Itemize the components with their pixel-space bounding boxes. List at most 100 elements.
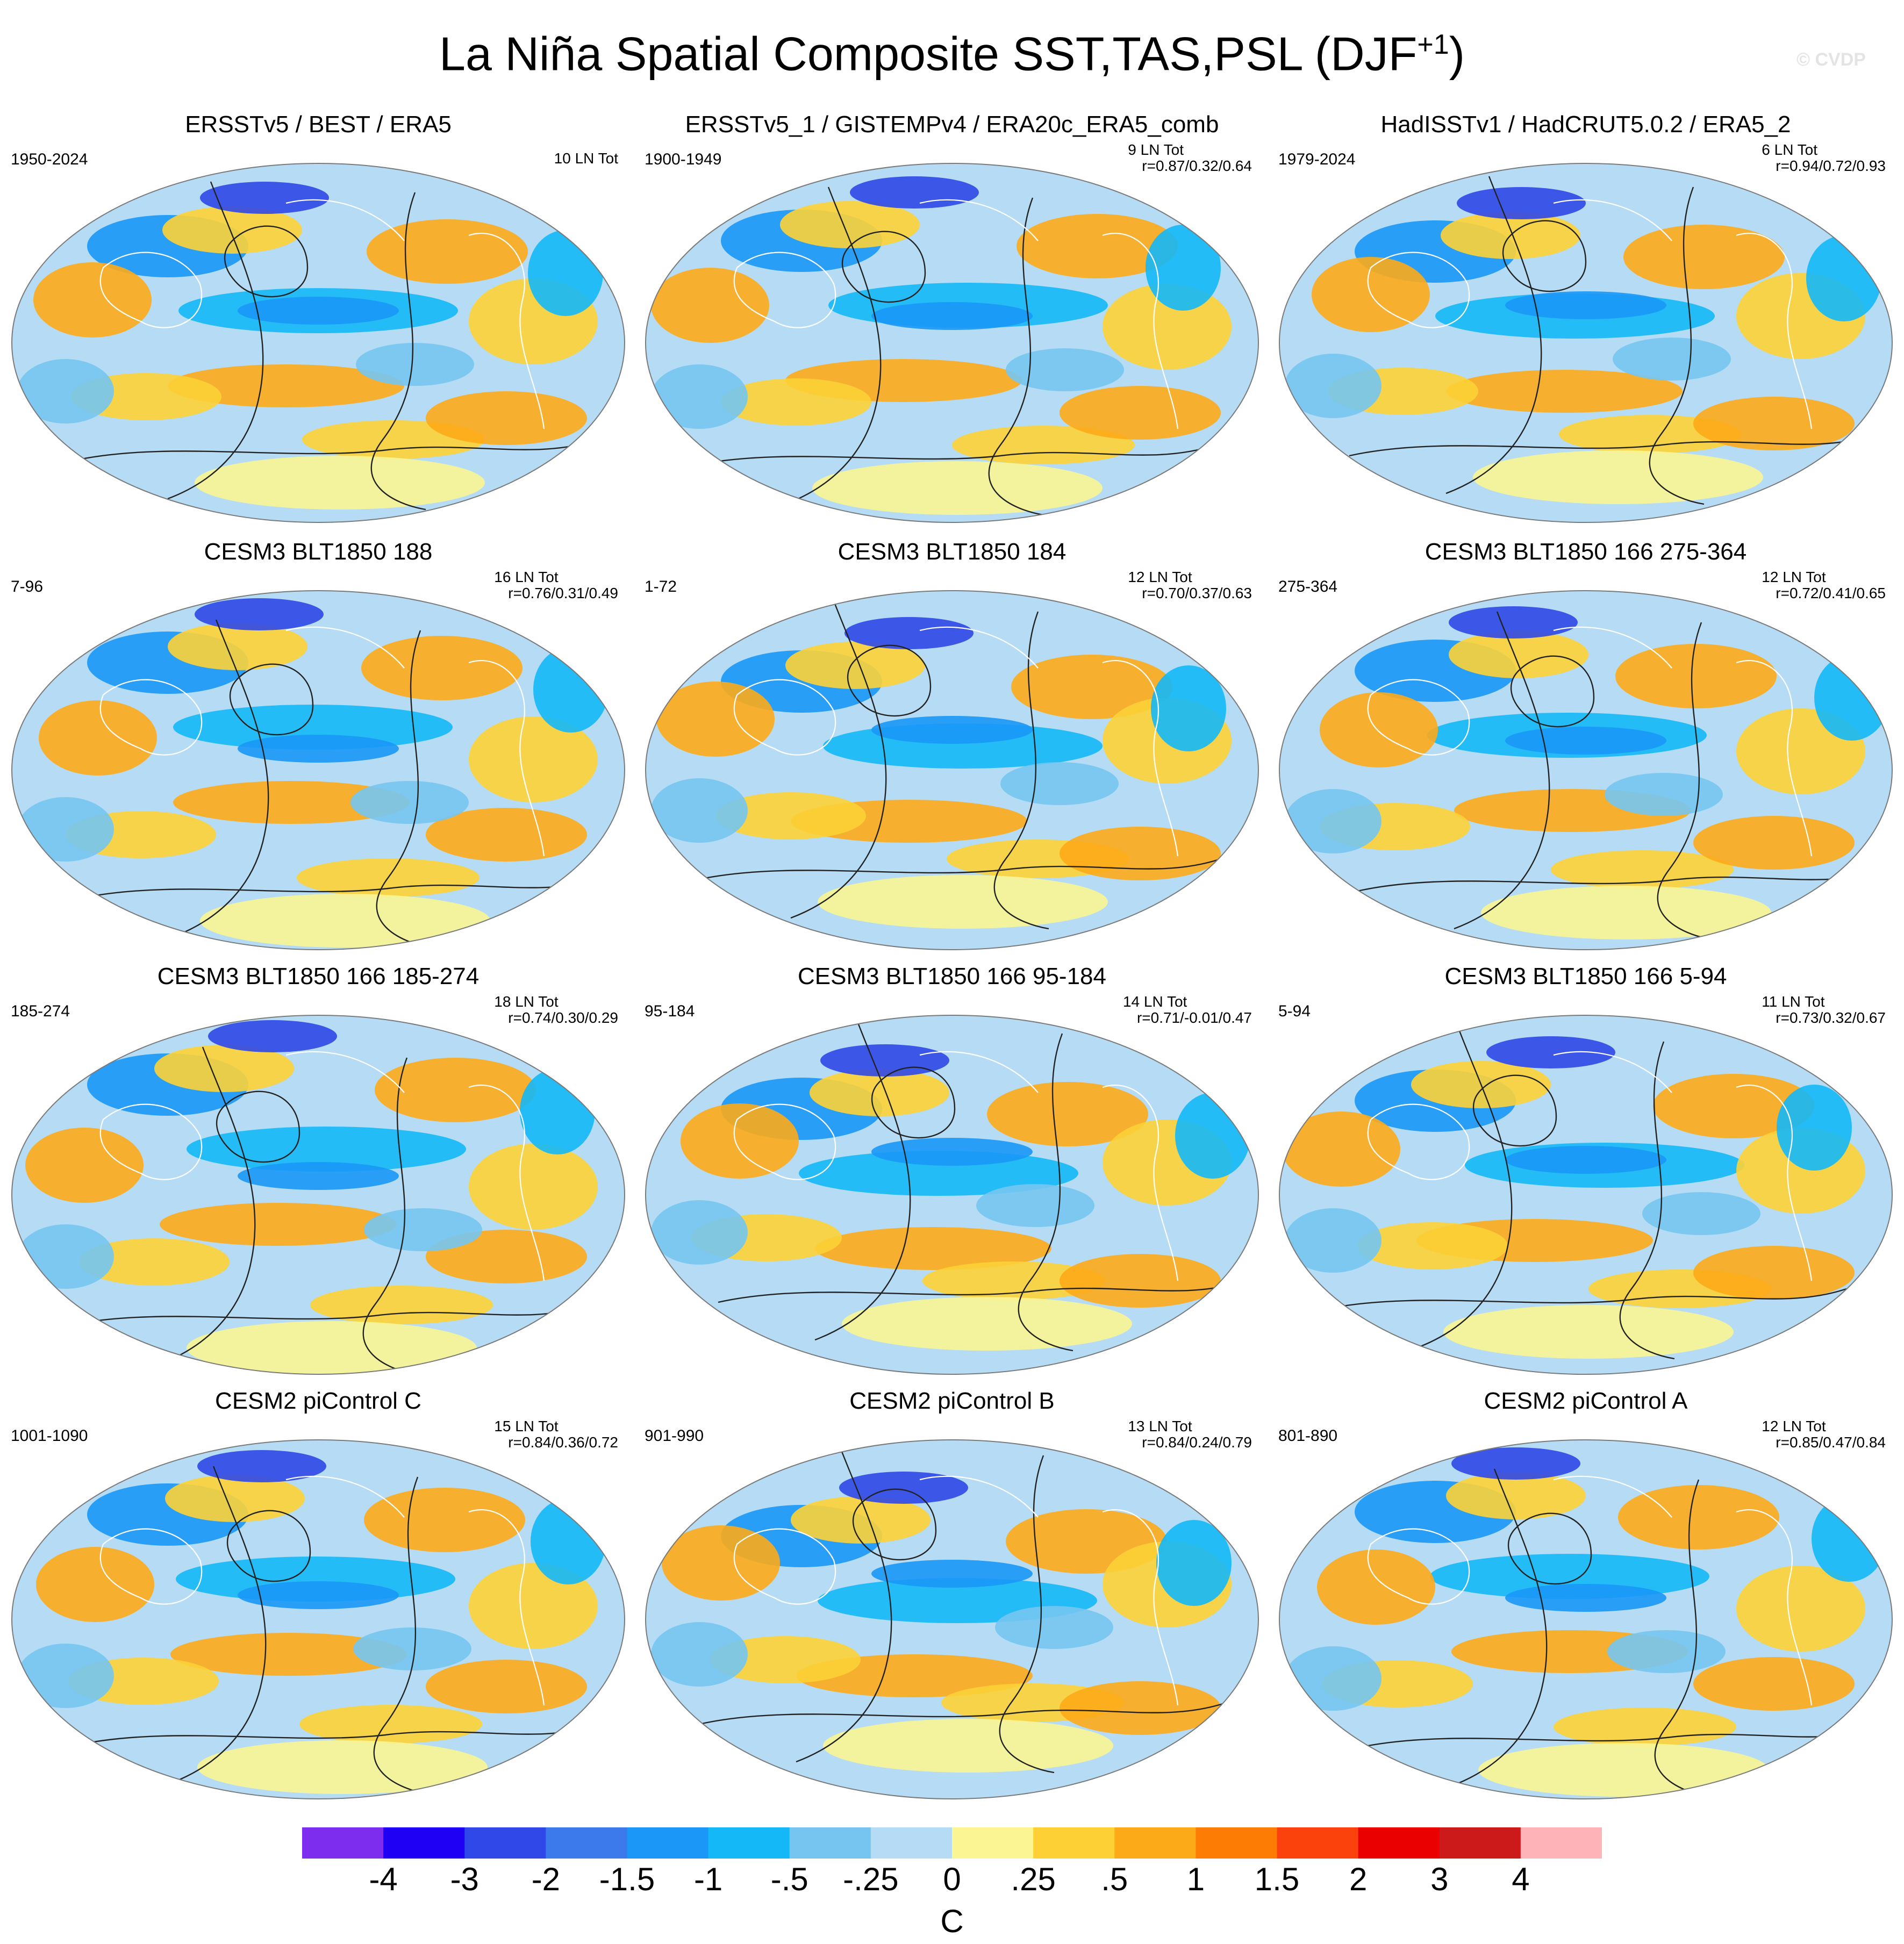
colorbar-tick-label: -.25 <box>843 1861 899 1897</box>
anomaly-shading <box>1607 1630 1726 1673</box>
anomaly-shading <box>25 1128 144 1203</box>
anomaly-shading <box>187 1321 477 1374</box>
ln-count: 15 LN Tot <box>494 1418 559 1434</box>
anomaly-shading <box>1320 692 1438 767</box>
anomaly-shading <box>168 364 404 407</box>
coastline <box>1736 1509 1813 1706</box>
anomaly-shading <box>426 391 587 445</box>
anomaly-shading <box>1623 225 1785 289</box>
psl-contour <box>688 444 1216 468</box>
anomaly-shading <box>651 778 748 843</box>
anomaly-shading <box>1618 1485 1779 1550</box>
panel-events: 13 LN Tot r=0.84/0.24/0.79 <box>1128 1418 1252 1451</box>
anomaly-shading <box>168 623 307 670</box>
anomaly-shading <box>1693 1246 1855 1300</box>
map-outline <box>11 1439 625 1799</box>
map-panel-8: CESM3 BLT1850 166 95-184 95-184 14 LN To… <box>635 949 1269 1379</box>
psl-contour <box>1510 655 1595 728</box>
psl-contour <box>1654 1479 1710 1798</box>
anomaly-shading <box>1736 1566 1865 1652</box>
anomaly-shading <box>1478 1743 1769 1797</box>
colorbar-tick-label: 2 <box>1349 1861 1368 1897</box>
anomaly-shading <box>850 176 979 209</box>
anomaly-shading <box>651 1200 748 1265</box>
map-panel-1: ERSSTv5 / BEST / ERA5 1950-2024 10 LN To… <box>1 97 635 527</box>
anomaly-shading <box>871 1560 1033 1588</box>
panel-period: 95-184 <box>645 1002 695 1020</box>
colorbar-swatch <box>708 1827 790 1859</box>
anomaly-shading <box>33 262 152 338</box>
colorbar-tick-label: -1.5 <box>599 1861 655 1897</box>
coastline <box>1102 660 1179 857</box>
anomaly-shading <box>17 797 114 862</box>
colorbar-tick-label: 0 <box>943 1861 961 1897</box>
anomaly-shading <box>1285 789 1382 853</box>
coastline <box>733 1528 836 1605</box>
coastline <box>285 626 405 669</box>
anomaly-shading <box>1642 1192 1760 1235</box>
anomaly-shading <box>195 598 324 630</box>
anomaly-shading <box>367 219 528 284</box>
anomaly-shading <box>785 642 925 689</box>
panel-events: 16 LN Tot r=0.76/0.31/0.49 <box>494 569 618 601</box>
psl-contour <box>362 1057 418 1374</box>
anomaly-shading <box>17 1224 114 1289</box>
coastline <box>919 626 1039 669</box>
anomaly-shading <box>1505 1146 1666 1174</box>
anomaly-shading <box>1449 631 1588 678</box>
psl-contour <box>226 1510 311 1582</box>
anomaly-shading <box>154 1045 294 1092</box>
psl-contour <box>1018 1033 1073 1352</box>
map-outline <box>645 1439 1259 1799</box>
coastline <box>919 199 1039 241</box>
anomaly-shading <box>1551 850 1734 889</box>
map-panel-2: ERSSTv5_1 / GISTEMPv4 / ERA20c_ERA5_comb… <box>635 97 1269 527</box>
anomaly-shading <box>1481 886 1771 939</box>
anomaly-shading <box>651 268 769 343</box>
anomaly-shading <box>160 1203 396 1246</box>
coastline <box>1102 1085 1179 1281</box>
coastline <box>733 252 836 328</box>
anomaly-shading <box>426 808 587 862</box>
anomaly-shading <box>469 1563 598 1649</box>
map-outline <box>11 163 625 523</box>
anomaly-shading <box>922 1261 1105 1300</box>
anomaly-shading <box>165 1475 305 1522</box>
ln-count: 9 LN Tot <box>1128 141 1184 158</box>
ln-count: 14 LN Tot <box>1122 993 1187 1010</box>
map-outline <box>1279 163 1893 523</box>
anomaly-shading <box>823 1719 1113 1773</box>
anomaly-shading <box>1282 1111 1400 1187</box>
panel-title: CESM3 BLT1850 166 185-274 <box>157 963 479 989</box>
anomaly-shading <box>976 1184 1094 1227</box>
psl-contour <box>1619 1041 1675 1360</box>
anomaly-shading <box>200 894 490 948</box>
coastline <box>1102 233 1179 429</box>
panel-period: 1-72 <box>645 578 677 596</box>
anomaly-shading <box>1285 354 1382 418</box>
psl-contour <box>1657 622 1713 941</box>
anomaly-shading <box>520 1068 595 1154</box>
psl-contour <box>699 1702 1227 1725</box>
pattern-correlation: r=0.72/0.41/0.65 <box>1776 585 1886 601</box>
world-map <box>645 1439 1259 1799</box>
anomaly-shading <box>79 1238 230 1286</box>
coastline <box>99 1103 203 1180</box>
anomaly-shading <box>299 1705 482 1744</box>
panel-period: 1979-2024 <box>1278 150 1356 168</box>
coastline <box>468 660 545 857</box>
psl-contour <box>1416 1030 1513 1349</box>
anomaly-shading <box>1814 655 1889 741</box>
anomaly-shading <box>844 617 974 649</box>
anomaly-shading <box>200 182 329 214</box>
map-outline <box>645 590 1259 950</box>
anomaly-shading <box>350 781 469 824</box>
panel-events: 18 LN Tot r=0.74/0.30/0.29 <box>494 994 618 1026</box>
coastline <box>1736 233 1813 429</box>
anomaly-shading <box>952 426 1135 464</box>
map-panel-7: CESM3 BLT1850 166 185-274 185-274 18 LN … <box>1 949 635 1379</box>
colorbar-swatch <box>1114 1827 1196 1859</box>
colorbar <box>302 1827 1602 1859</box>
map-outline <box>645 163 1259 523</box>
anomaly-shading <box>528 230 603 316</box>
